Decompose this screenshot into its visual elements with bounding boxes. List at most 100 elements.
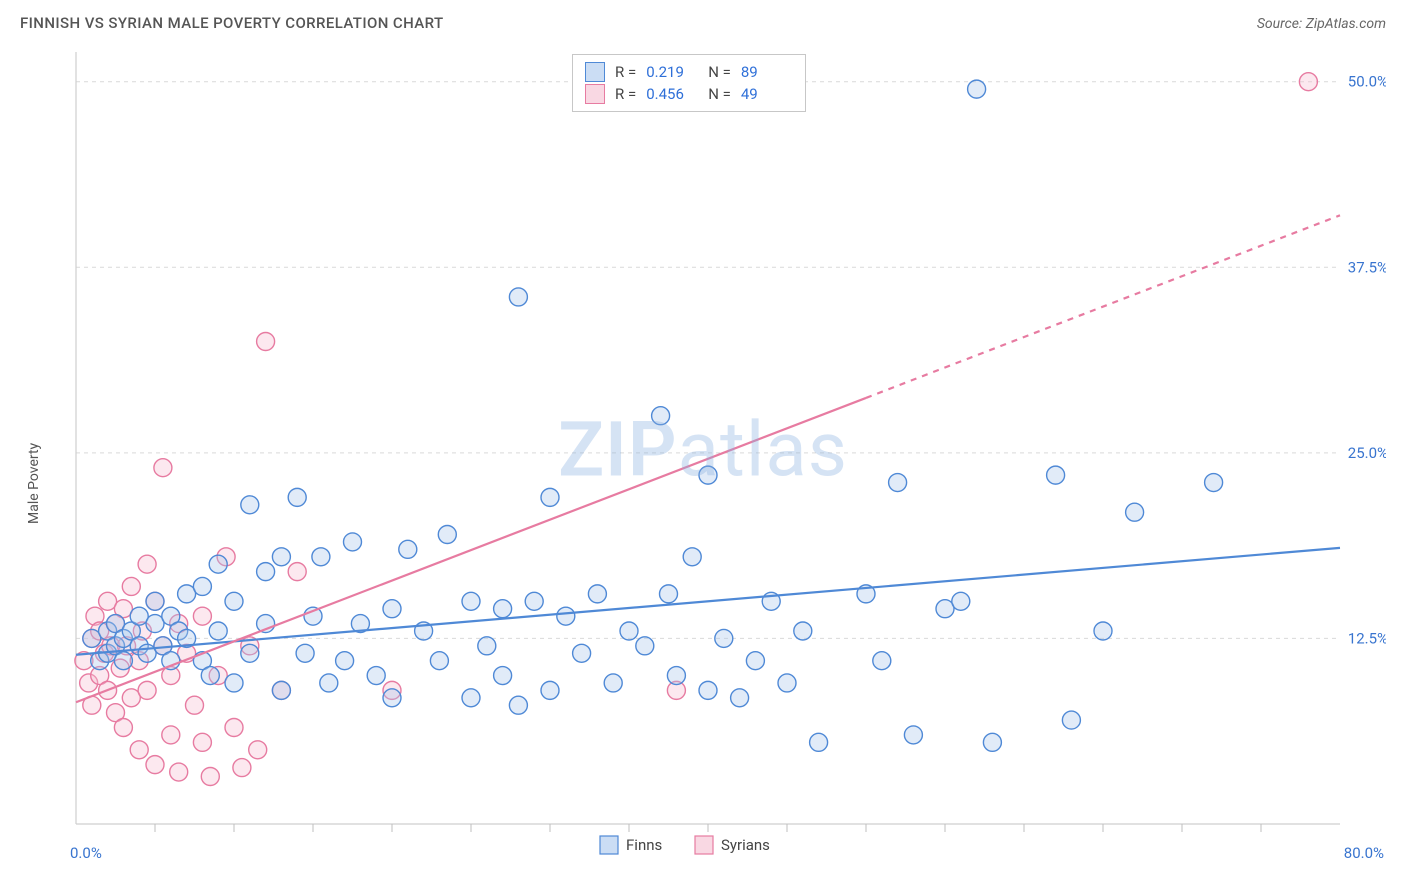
legend-swatch: [695, 836, 713, 854]
data-point: [667, 667, 685, 685]
data-point: [509, 696, 527, 714]
data-point: [288, 563, 306, 581]
data-point: [810, 733, 828, 751]
data-point: [462, 689, 480, 707]
chart-header: FINNISH VS SYRIAN MALE POVERTY CORRELATI…: [0, 0, 1406, 40]
data-point: [1094, 622, 1112, 640]
n-label: N =: [708, 83, 731, 105]
data-point: [462, 592, 480, 610]
data-point: [162, 726, 180, 744]
data-point: [193, 577, 211, 595]
x-end-label: 80.0%: [1344, 844, 1384, 862]
data-point: [873, 652, 891, 670]
data-point: [794, 622, 812, 640]
y-tick-label: 12.5%: [1348, 629, 1386, 647]
data-point: [588, 585, 606, 603]
data-point: [241, 644, 259, 662]
data-point: [983, 733, 1001, 751]
data-point: [201, 667, 219, 685]
data-point: [146, 592, 164, 610]
data-point: [122, 577, 140, 595]
scatter-chart: 12.5%25.0%37.5%50.0%0.0%80.0%FinnsSyrian…: [20, 44, 1386, 864]
data-point: [494, 667, 512, 685]
data-point: [193, 607, 211, 625]
data-point: [1205, 474, 1223, 492]
y-tick-label: 25.0%: [1348, 444, 1386, 462]
trend-line-extrapolated: [866, 215, 1340, 398]
data-point: [952, 592, 970, 610]
correlation-legend: R =0.219N =89R =0.456N =49: [572, 54, 806, 112]
data-point: [541, 488, 559, 506]
data-point: [383, 689, 401, 707]
chart-title: FINNISH VS SYRIAN MALE POVERTY CORRELATI…: [20, 14, 444, 32]
data-point: [225, 592, 243, 610]
r-value: 0.219: [646, 61, 698, 83]
data-point: [114, 719, 132, 737]
data-point: [660, 585, 678, 603]
x-start-label: 0.0%: [70, 844, 102, 862]
y-axis-label: Male Poverty: [26, 443, 42, 524]
data-point: [138, 555, 156, 573]
data-point: [525, 592, 543, 610]
legend-label: Finns: [626, 836, 662, 854]
data-point: [889, 474, 907, 492]
data-point: [399, 540, 417, 558]
data-point: [241, 496, 259, 514]
data-point: [778, 674, 796, 692]
data-point: [604, 674, 622, 692]
data-point: [344, 533, 362, 551]
data-point: [201, 767, 219, 785]
data-point: [209, 555, 227, 573]
data-point: [430, 652, 448, 670]
data-point: [186, 696, 204, 714]
legend-swatch: [600, 836, 618, 854]
data-point: [715, 629, 733, 647]
data-point: [249, 741, 267, 759]
data-point: [225, 674, 243, 692]
data-point: [320, 674, 338, 692]
data-point: [367, 667, 385, 685]
data-point: [257, 333, 275, 351]
correlation-legend-row: R = 0.219 N = 89: [585, 61, 793, 83]
data-point: [114, 652, 132, 670]
data-point: [731, 689, 749, 707]
data-point: [336, 652, 354, 670]
source-attribution: Source: ZipAtlas.com: [1257, 16, 1386, 32]
data-point: [383, 600, 401, 618]
data-point: [193, 733, 211, 751]
legend-label: Syrians: [721, 836, 770, 854]
data-point: [272, 548, 290, 566]
data-point: [1062, 711, 1080, 729]
r-label: R =: [615, 61, 636, 83]
data-point: [257, 563, 275, 581]
data-point: [746, 652, 764, 670]
y-tick-label: 37.5%: [1348, 258, 1386, 276]
data-point: [478, 637, 496, 655]
data-point: [573, 644, 591, 662]
data-point: [138, 681, 156, 699]
data-point: [699, 681, 717, 699]
n-label: N =: [708, 61, 731, 83]
data-point: [1047, 466, 1065, 484]
legend-swatch: [585, 62, 605, 82]
data-point: [699, 466, 717, 484]
r-label: R =: [615, 83, 636, 105]
data-point: [438, 526, 456, 544]
data-point: [620, 622, 638, 640]
data-point: [146, 756, 164, 774]
data-point: [1126, 503, 1144, 521]
data-point: [272, 681, 290, 699]
data-point: [170, 763, 188, 781]
data-point: [652, 407, 670, 425]
data-point: [130, 741, 148, 759]
n-value: 89: [741, 61, 793, 83]
correlation-legend-row: R =0.456N =49: [585, 83, 793, 105]
data-point: [225, 719, 243, 737]
data-point: [636, 637, 654, 655]
data-point: [683, 548, 701, 566]
source-prefix: Source:: [1257, 16, 1306, 32]
data-point: [288, 488, 306, 506]
chart-container: Male Poverty 12.5%25.0%37.5%50.0%0.0%80.…: [20, 44, 1386, 864]
data-point: [154, 459, 172, 477]
n-value: 49: [741, 83, 793, 105]
